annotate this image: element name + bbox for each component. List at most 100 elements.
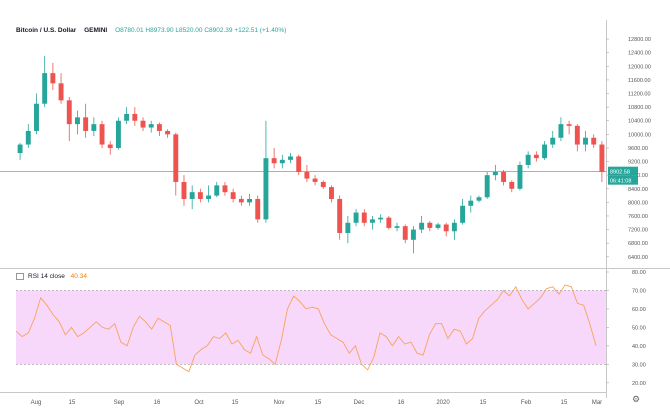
price-axis-label: 7200.00 xyxy=(628,228,648,234)
price-axis-label: 10000.00 xyxy=(628,132,651,138)
price-axis-label: 12800.00 xyxy=(628,37,651,43)
candle-body xyxy=(25,130,31,145)
price-axis-label: 8000.00 xyxy=(628,200,648,206)
price-axis-label: 11200.00 xyxy=(628,92,651,98)
rsi-axis-label: 30.00 xyxy=(632,362,646,368)
time-axis-label: 16 xyxy=(398,400,405,406)
symbol-title: Bitcoin / U.S. Dollar xyxy=(16,27,77,34)
candle-body xyxy=(197,192,203,199)
candle-body xyxy=(181,181,187,199)
candle-body xyxy=(42,73,48,104)
candle-body xyxy=(222,185,228,193)
candle-body xyxy=(17,144,23,154)
rsi-legend: RSI 14 close 40.34 xyxy=(28,273,87,280)
candle-body xyxy=(451,222,457,232)
last-price-tag xyxy=(608,166,638,176)
candle-body xyxy=(533,154,539,159)
price-axis-label: 12000.00 xyxy=(628,64,651,70)
candle-body xyxy=(230,192,236,199)
rsi-label: RSI 14 close xyxy=(28,273,65,280)
price-axis-label: 9200.00 xyxy=(628,160,648,166)
price-axis-label: 6800.00 xyxy=(628,241,648,247)
candle-body xyxy=(574,125,580,145)
candle-body xyxy=(361,212,367,223)
price-axis-label: 12400.00 xyxy=(628,51,651,57)
candle-body xyxy=(517,164,523,189)
time-axis-label: Dec xyxy=(354,400,365,406)
candle-body xyxy=(312,178,318,182)
candle-body xyxy=(75,117,80,125)
candle-body xyxy=(460,205,466,223)
rsi-value: 40.34 xyxy=(70,273,87,280)
candle-body xyxy=(550,137,556,145)
price-axis-label: 11600.00 xyxy=(628,78,651,84)
candle-body xyxy=(247,198,252,203)
candle-body xyxy=(173,134,179,182)
rsi-axis-label: 70.00 xyxy=(632,288,646,294)
candle-body xyxy=(189,192,195,199)
time-axis-label: 15 xyxy=(232,400,239,406)
rsi-band xyxy=(16,290,606,365)
candle-body xyxy=(599,144,605,172)
candle-body xyxy=(435,224,441,228)
rsi-axis-label: 60.00 xyxy=(632,307,646,313)
candle-body xyxy=(410,229,416,240)
time-axis-label: 15 xyxy=(315,400,322,406)
price-axis-label: 8400.00 xyxy=(628,187,648,193)
candle-body xyxy=(402,226,408,240)
candle-body xyxy=(320,181,326,188)
time-axis-label: Nov xyxy=(274,400,285,406)
candle-body xyxy=(378,217,384,220)
candle-body xyxy=(263,158,269,220)
exchange-name: GEMINI xyxy=(84,27,108,34)
time-axis-label: Feb xyxy=(521,400,532,406)
candle-body xyxy=(124,113,130,121)
candle-body xyxy=(165,130,171,135)
countdown-label: 06:41:08 xyxy=(610,179,631,185)
candle-body xyxy=(370,219,375,223)
gear-icon[interactable]: ⚙ xyxy=(632,394,641,404)
candle-body xyxy=(591,137,597,145)
candle-body xyxy=(99,124,105,145)
candle-body xyxy=(345,222,351,233)
candle-body xyxy=(542,144,547,159)
candle-body xyxy=(558,124,564,138)
candle-body xyxy=(304,171,310,179)
candle-body xyxy=(255,198,261,220)
time-axis-label: Aug xyxy=(31,400,42,406)
last-price-label: 8902.58 xyxy=(610,170,630,176)
candle-body xyxy=(156,124,162,131)
candle-body xyxy=(271,158,277,164)
candle-body xyxy=(115,120,121,148)
candle-body xyxy=(468,200,474,206)
time-axis-label: 15 xyxy=(69,400,76,406)
candle-body xyxy=(492,171,498,176)
candle-body xyxy=(91,124,97,131)
rsi-axis-label: 20.00 xyxy=(632,381,646,387)
time-axis-label: Oct xyxy=(194,400,204,406)
candle-body xyxy=(583,137,588,145)
candle-body xyxy=(427,222,433,228)
candle-body xyxy=(443,224,449,232)
candle-body xyxy=(206,195,212,199)
symbol-legend: Bitcoin / U.S. Dollar GEMINI O8780.01 H8… xyxy=(16,27,286,34)
price-axis-label: 6400.00 xyxy=(628,255,648,261)
candle-body xyxy=(66,100,72,125)
candle-body xyxy=(386,217,392,228)
candle-body xyxy=(107,144,113,148)
candle-body xyxy=(83,117,89,131)
candle-body xyxy=(279,159,285,164)
time-axis-label: 15 xyxy=(480,400,487,406)
candle-body xyxy=(337,198,343,233)
ohlc-readout: O8780.01 H8973.90 L8520.00 C8902.39 +122… xyxy=(115,27,287,34)
candle-body xyxy=(140,120,146,128)
price-axis-label: 10400.00 xyxy=(628,119,651,125)
time-axis-label: 15 xyxy=(561,400,568,406)
candle-body xyxy=(238,198,244,203)
price-axis-label: 10800.00 xyxy=(628,105,651,111)
indicator-visibility-icon[interactable] xyxy=(16,273,24,280)
candle-body xyxy=(525,154,531,165)
time-axis-label: 2020 xyxy=(436,400,450,406)
rsi-axis-label: 40.00 xyxy=(632,344,646,350)
